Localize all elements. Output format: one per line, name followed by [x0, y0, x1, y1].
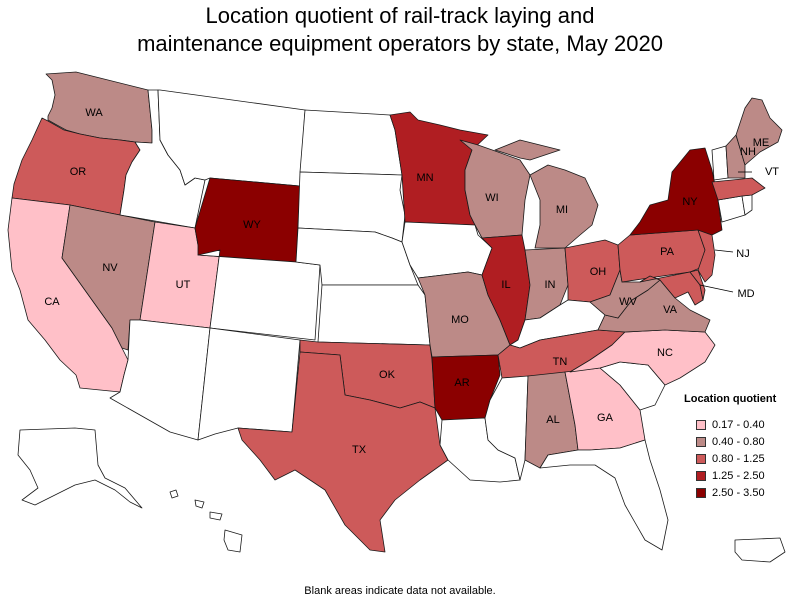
state-MT: [157, 89, 306, 187]
state-label-ut: UT: [176, 279, 191, 291]
state-label-wa: WA: [85, 107, 103, 119]
nj-callout-line: [714, 249, 734, 253]
state-label-al: AL: [546, 414, 559, 426]
state-label-or: OR: [70, 166, 87, 178]
state-HI-4: [223, 529, 243, 553]
state-label-mn: MN: [416, 172, 433, 184]
state-HI-1: [169, 489, 179, 499]
legend: Location quotient 0.17 - 0.40 0.40 - 0.8…: [684, 393, 796, 501]
state-label-pa: PA: [660, 246, 675, 258]
legend-swatch: [696, 453, 706, 464]
state-label-ga: GA: [597, 412, 614, 424]
state-label-ca: CA: [44, 296, 60, 308]
state-HI-2: [194, 499, 205, 509]
state-FL: [539, 439, 669, 551]
state-label-wi: WI: [485, 192, 498, 204]
state-label-ny: NY: [682, 196, 698, 208]
territory-PR: [734, 537, 786, 563]
legend-label: 0.40 - 0.80: [712, 435, 765, 448]
legend-swatch: [696, 419, 706, 430]
state-label-nc: NC: [657, 347, 673, 359]
legend-item: 0.80 - 1.25: [696, 450, 796, 467]
state-label-il: IL: [501, 279, 510, 291]
state-label-ar: AR: [454, 377, 469, 389]
state-label-wv: WV: [619, 296, 637, 308]
state-label-ok: OK: [379, 369, 396, 381]
legend-label: 2.50 - 3.50: [712, 486, 765, 499]
state-NM: [197, 327, 301, 441]
legend-swatch: [696, 487, 706, 498]
state-NJ: [697, 229, 716, 283]
state-label-md: MD: [737, 288, 754, 300]
state-label-nj: NJ: [736, 248, 749, 260]
state-NY: [629, 147, 723, 236]
legend-label: 0.17 - 0.40: [712, 418, 765, 431]
state-label-wy: WY: [243, 219, 261, 231]
state-label-nv: NV: [102, 262, 118, 274]
legend-item: 1.25 - 2.50: [696, 467, 796, 484]
legend-swatch: [696, 436, 706, 447]
state-label-tx: TX: [352, 444, 367, 456]
legend-item: 0.40 - 0.80: [696, 433, 796, 450]
state-label-mi: MI: [556, 204, 568, 216]
state-NE: [295, 227, 419, 286]
state-NH: [725, 134, 746, 179]
state-VT: [711, 145, 729, 181]
legend-swatch: [696, 470, 706, 481]
state-DE: [689, 269, 706, 301]
state-label-vt: VT: [765, 166, 779, 178]
state-ME: [735, 97, 783, 166]
state-KS: [317, 284, 431, 346]
state-label-me: ME: [753, 137, 770, 149]
legend-item: 2.50 - 3.50: [696, 484, 796, 501]
title-line-2: maintenance equipment operators by state…: [137, 31, 663, 56]
state-label-va: VA: [663, 304, 678, 316]
title-line-1: Location quotient of rail-track laying a…: [205, 3, 595, 28]
state-label-oh: OH: [590, 266, 607, 278]
legend-label: 1.25 - 2.50: [712, 469, 765, 482]
state-HI-3: [209, 511, 223, 521]
state-MI: [494, 139, 599, 249]
legend-label: 0.80 - 1.25: [712, 452, 765, 465]
legend-title: Location quotient: [684, 393, 777, 405]
state-CT: [717, 195, 746, 223]
state-TX: [237, 351, 449, 553]
state-label-tn: TN: [553, 356, 568, 368]
state-label-in: IN: [545, 279, 556, 291]
state-ND: [299, 109, 403, 176]
map-title: Location quotient of rail-track laying a…: [0, 2, 800, 58]
md-callout-line: [699, 284, 734, 293]
state-MA: [711, 177, 766, 201]
state-AK: [17, 427, 143, 509]
state-label-nh: NH: [740, 146, 756, 158]
state-labels: WA OR CA NV UT WY MN WI MI IL IN OH PA NY NJ MD WV VA NC TN…: [44, 107, 779, 456]
footnote: Blank areas indicate data not available.: [304, 585, 496, 597]
legend-item: 0.17 - 0.40: [696, 416, 796, 433]
state-label-mo: MO: [451, 314, 469, 326]
